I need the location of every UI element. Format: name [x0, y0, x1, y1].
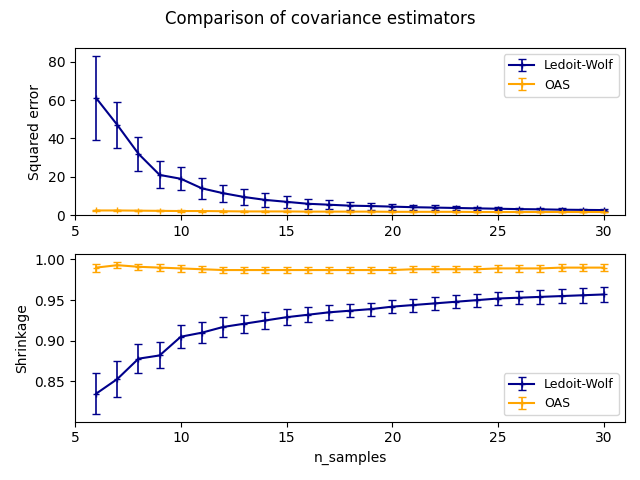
Legend: Ledoit-Wolf, OAS: Ledoit-Wolf, OAS [504, 373, 619, 415]
Y-axis label: Squared error: Squared error [28, 84, 42, 180]
Text: Comparison of covariance estimators: Comparison of covariance estimators [164, 10, 476, 28]
X-axis label: n_samples: n_samples [314, 451, 387, 465]
Y-axis label: Shrinkage: Shrinkage [15, 303, 29, 373]
Legend: Ledoit-Wolf, OAS: Ledoit-Wolf, OAS [504, 54, 619, 96]
